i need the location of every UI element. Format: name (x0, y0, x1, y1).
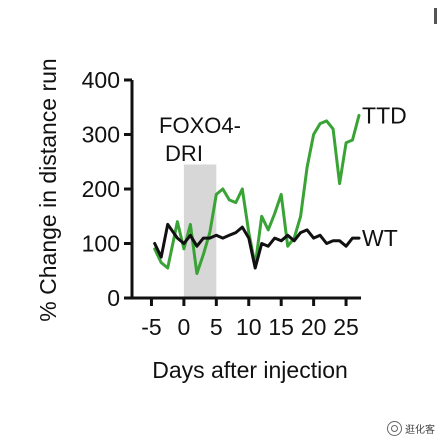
y-tick-label-0: 0 (107, 285, 120, 311)
y-tick-label-100: 100 (82, 231, 120, 257)
wechat-icon (387, 421, 402, 436)
watermark: 逛化客 (387, 421, 435, 436)
corner-mark (434, 8, 437, 24)
y-tick-label-300: 300 (82, 122, 120, 148)
shaded-region-label-line2: DRI (165, 141, 203, 166)
y-tick-label-200: 200 (82, 176, 120, 202)
x-tick-label-15: 15 (268, 314, 294, 340)
shaded-region-label-line1: FOXO4- (159, 113, 241, 138)
y-axis-title: % Change in distance run (35, 58, 61, 321)
x-tick-label-25: 25 (333, 314, 359, 340)
x-tick-label--5: -5 (141, 314, 161, 340)
x-tick-label-10: 10 (236, 314, 262, 340)
x-tick-label-0: 0 (177, 314, 190, 340)
y-tick-label-400: 400 (82, 67, 120, 93)
series-label-wt: WT (362, 225, 398, 251)
series-line-wt (153, 222, 361, 270)
series-label-ttd: TTD (362, 102, 407, 128)
watermark-text: 逛化客 (405, 425, 435, 436)
series-line-ttd (153, 113, 361, 275)
x-tick-label-20: 20 (301, 314, 327, 340)
x-axis-title: Days after injection (152, 357, 348, 383)
x-tick-label-5: 5 (210, 314, 223, 340)
